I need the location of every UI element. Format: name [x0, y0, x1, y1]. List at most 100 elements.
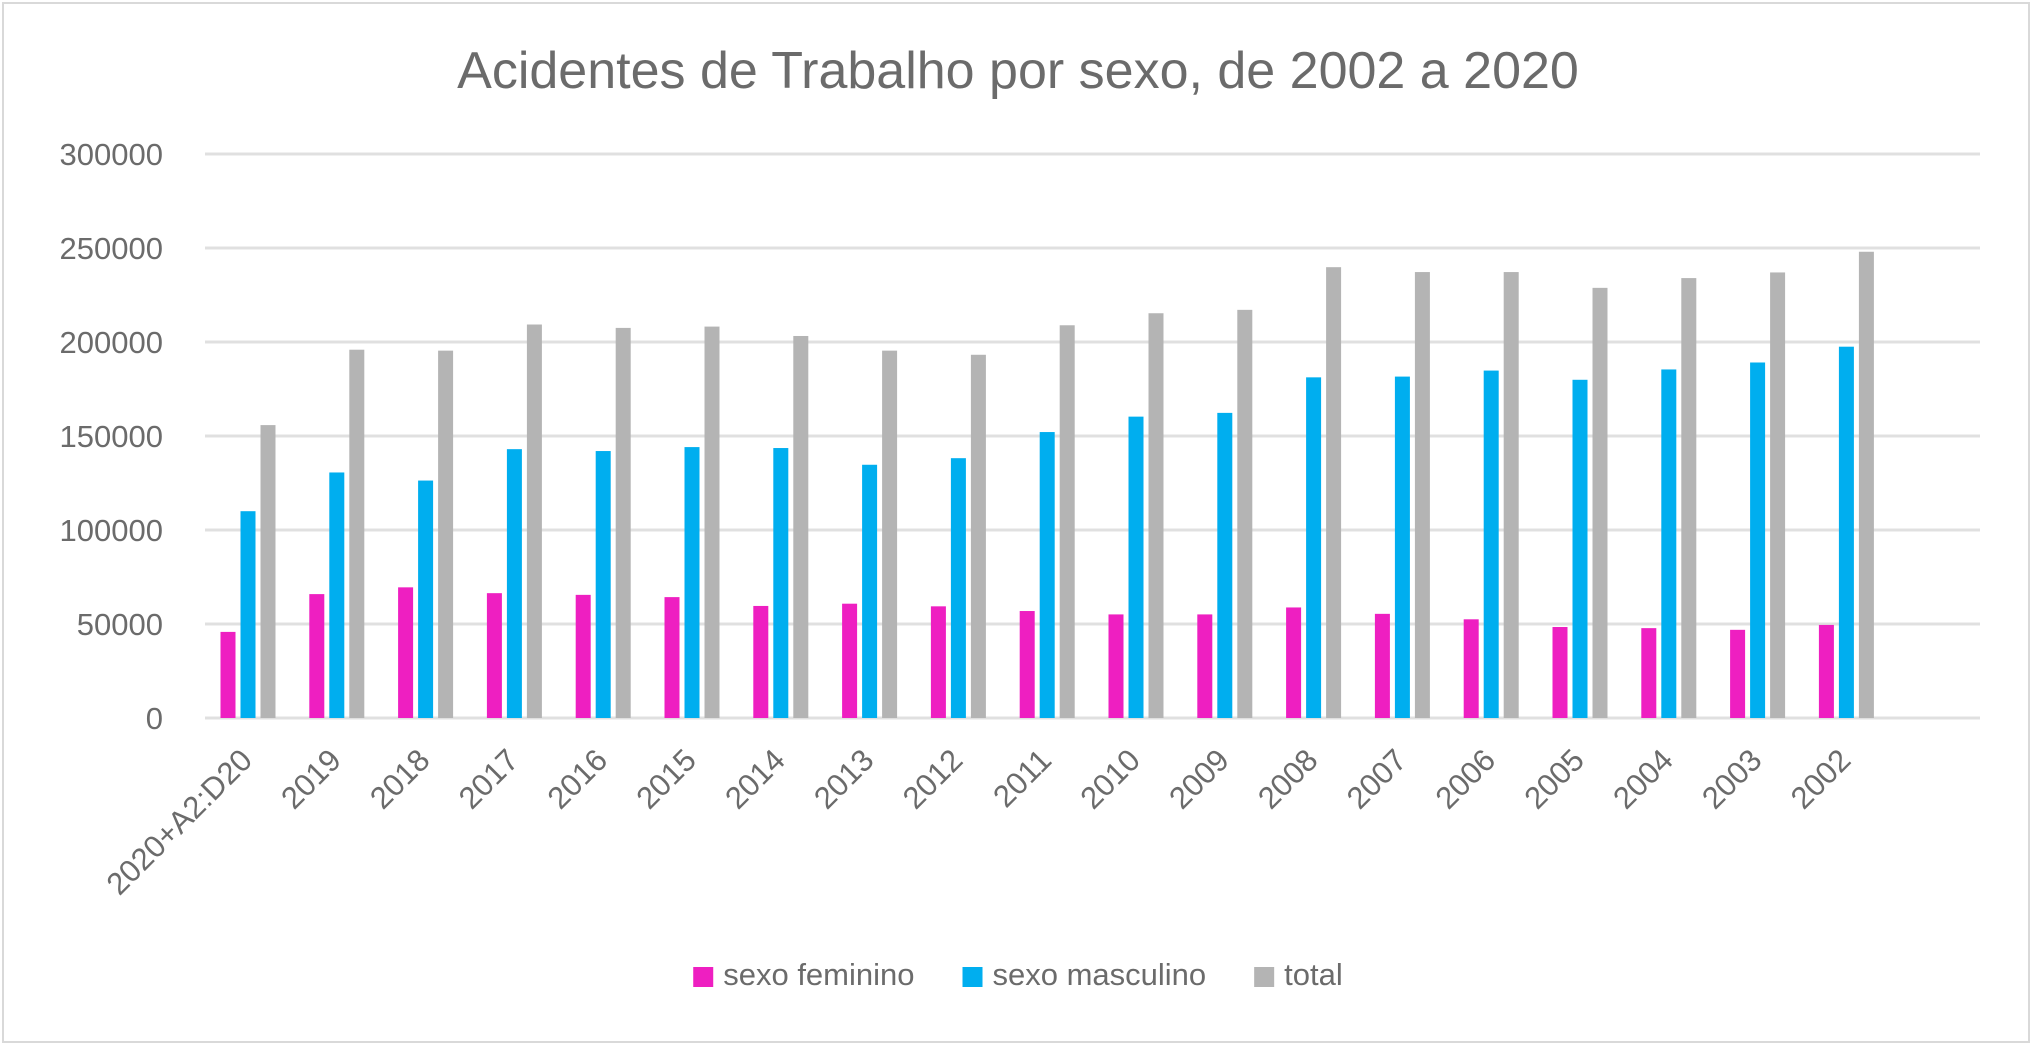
x-tick-label: 2009 — [1162, 742, 1236, 816]
bar-sexo-masculino — [1661, 369, 1677, 718]
legend-item-sexo-feminino: sexo feminino — [693, 957, 915, 992]
x-tick-label: 2003 — [1695, 742, 1769, 816]
bar-total — [1059, 325, 1075, 718]
legend-item-total: total — [1254, 957, 1343, 992]
y-tick-label: 300000 — [60, 137, 163, 172]
bar-sexo-masculino — [1483, 370, 1499, 718]
legend-item-sexo-masculino: sexo masculino — [962, 957, 1207, 992]
x-tick-label: 2018 — [363, 742, 437, 816]
bar-sexo-feminino — [664, 597, 680, 718]
bar-sexo-feminino — [930, 606, 946, 718]
bars — [220, 251, 1874, 718]
bar-sexo-feminino — [1019, 611, 1035, 718]
bar-sexo-masculino — [1838, 346, 1854, 718]
bar-sexo-feminino — [575, 594, 591, 718]
y-tick-label: 100000 — [60, 513, 163, 548]
bar-sexo-feminino — [220, 631, 236, 718]
bar-sexo-feminino — [1641, 628, 1657, 718]
x-tick-label: 2017 — [452, 742, 526, 816]
bar-total — [1592, 287, 1608, 718]
legend-swatch — [693, 967, 714, 987]
bar-sexo-masculino — [684, 447, 700, 718]
bar-sexo-feminino — [753, 605, 769, 718]
x-tick-label: 2012 — [896, 742, 970, 816]
bar-sexo-feminino — [1286, 607, 1302, 718]
bar-group — [1818, 251, 1874, 718]
bar-total — [349, 349, 365, 718]
bar-group — [1286, 267, 1342, 718]
bar-sexo-feminino — [1108, 614, 1124, 718]
bar-sexo-masculino — [773, 448, 789, 718]
bar-sexo-feminino — [486, 593, 502, 718]
bar-group — [1374, 272, 1430, 718]
bar-total — [1414, 272, 1430, 718]
bar-total — [1148, 313, 1164, 718]
bar-group — [309, 349, 365, 718]
bar-sexo-masculino — [862, 464, 878, 718]
bar-group — [575, 327, 631, 718]
bar-sexo-feminino — [1730, 629, 1746, 718]
x-tick-label: 2005 — [1517, 742, 1591, 816]
bar-total — [970, 354, 986, 718]
bar-group — [753, 335, 809, 718]
bar-sexo-masculino — [329, 472, 345, 718]
bar-sexo-masculino — [950, 458, 966, 718]
bar-sexo-masculino — [1128, 416, 1144, 718]
bar-group — [1641, 278, 1697, 718]
bar-sexo-masculino — [506, 449, 522, 718]
y-tick-label: 200000 — [60, 325, 163, 360]
gridlines — [205, 152, 1980, 720]
x-tick-label: 2020+A2:D20 — [100, 742, 259, 901]
bar-sexo-feminino — [1197, 614, 1213, 718]
bar-total — [1503, 272, 1519, 718]
bar-group — [1197, 309, 1253, 718]
bar-total — [260, 425, 276, 718]
bar-total — [1326, 267, 1342, 718]
bar-group — [1730, 272, 1786, 718]
y-axis-labels: 0 50000 100000 150000 200000 250000 300000 — [60, 137, 163, 736]
bar-sexo-masculino — [240, 511, 256, 718]
bar-sexo-feminino — [309, 594, 325, 718]
x-axis-labels: 2020+A2:D20 2019 2018 2017 2016 2015 2014 2013 2… — [100, 742, 1858, 901]
bar-group — [486, 324, 542, 718]
bar-total — [615, 327, 631, 718]
bar-group — [220, 425, 276, 718]
y-tick-label: 50000 — [77, 607, 163, 642]
y-tick-label: 0 — [146, 701, 163, 736]
x-tick-label: 2002 — [1784, 742, 1858, 816]
bar-group — [398, 350, 454, 718]
bar-group — [842, 350, 898, 718]
bar-sexo-feminino — [1818, 624, 1834, 718]
legend-swatch — [962, 967, 983, 987]
x-tick-label: 2007 — [1340, 742, 1414, 816]
bar-sexo-masculino — [1394, 376, 1410, 718]
bar-total — [1770, 272, 1786, 718]
bar-sexo-feminino — [1374, 613, 1390, 718]
bar-sexo-feminino — [1552, 627, 1568, 718]
x-tick-label: 2014 — [718, 742, 792, 816]
legend-label: sexo feminino — [723, 957, 914, 992]
bar-total — [704, 326, 720, 718]
bar-group — [1552, 287, 1608, 718]
bar-group — [1019, 325, 1075, 718]
bar-sexo-masculino — [1572, 379, 1588, 718]
x-tick-label: 2010 — [1073, 742, 1147, 816]
bar-sexo-feminino — [1463, 619, 1479, 718]
legend-label: sexo masculino — [993, 957, 1207, 992]
bar-group — [1463, 272, 1519, 718]
bar-total — [882, 350, 898, 718]
bar-group — [664, 326, 720, 718]
bar-sexo-masculino — [1750, 362, 1766, 718]
bar-sexo-masculino — [1039, 432, 1055, 718]
x-tick-label: 2008 — [1251, 742, 1325, 816]
bar-sexo-masculino — [1217, 412, 1233, 718]
bar-sexo-masculino — [418, 480, 434, 718]
legend: sexo feminino sexo masculino total — [693, 957, 1343, 992]
y-tick-label: 250000 — [60, 231, 163, 266]
legend-swatch — [1254, 967, 1275, 987]
bar-total — [526, 324, 542, 718]
legend-label: total — [1284, 957, 1343, 992]
chart-title: Acidentes de Trabalho por sexo, de 2002 … — [457, 42, 1579, 100]
x-tick-label: 2004 — [1606, 742, 1680, 816]
x-tick-label: 2013 — [807, 742, 881, 816]
